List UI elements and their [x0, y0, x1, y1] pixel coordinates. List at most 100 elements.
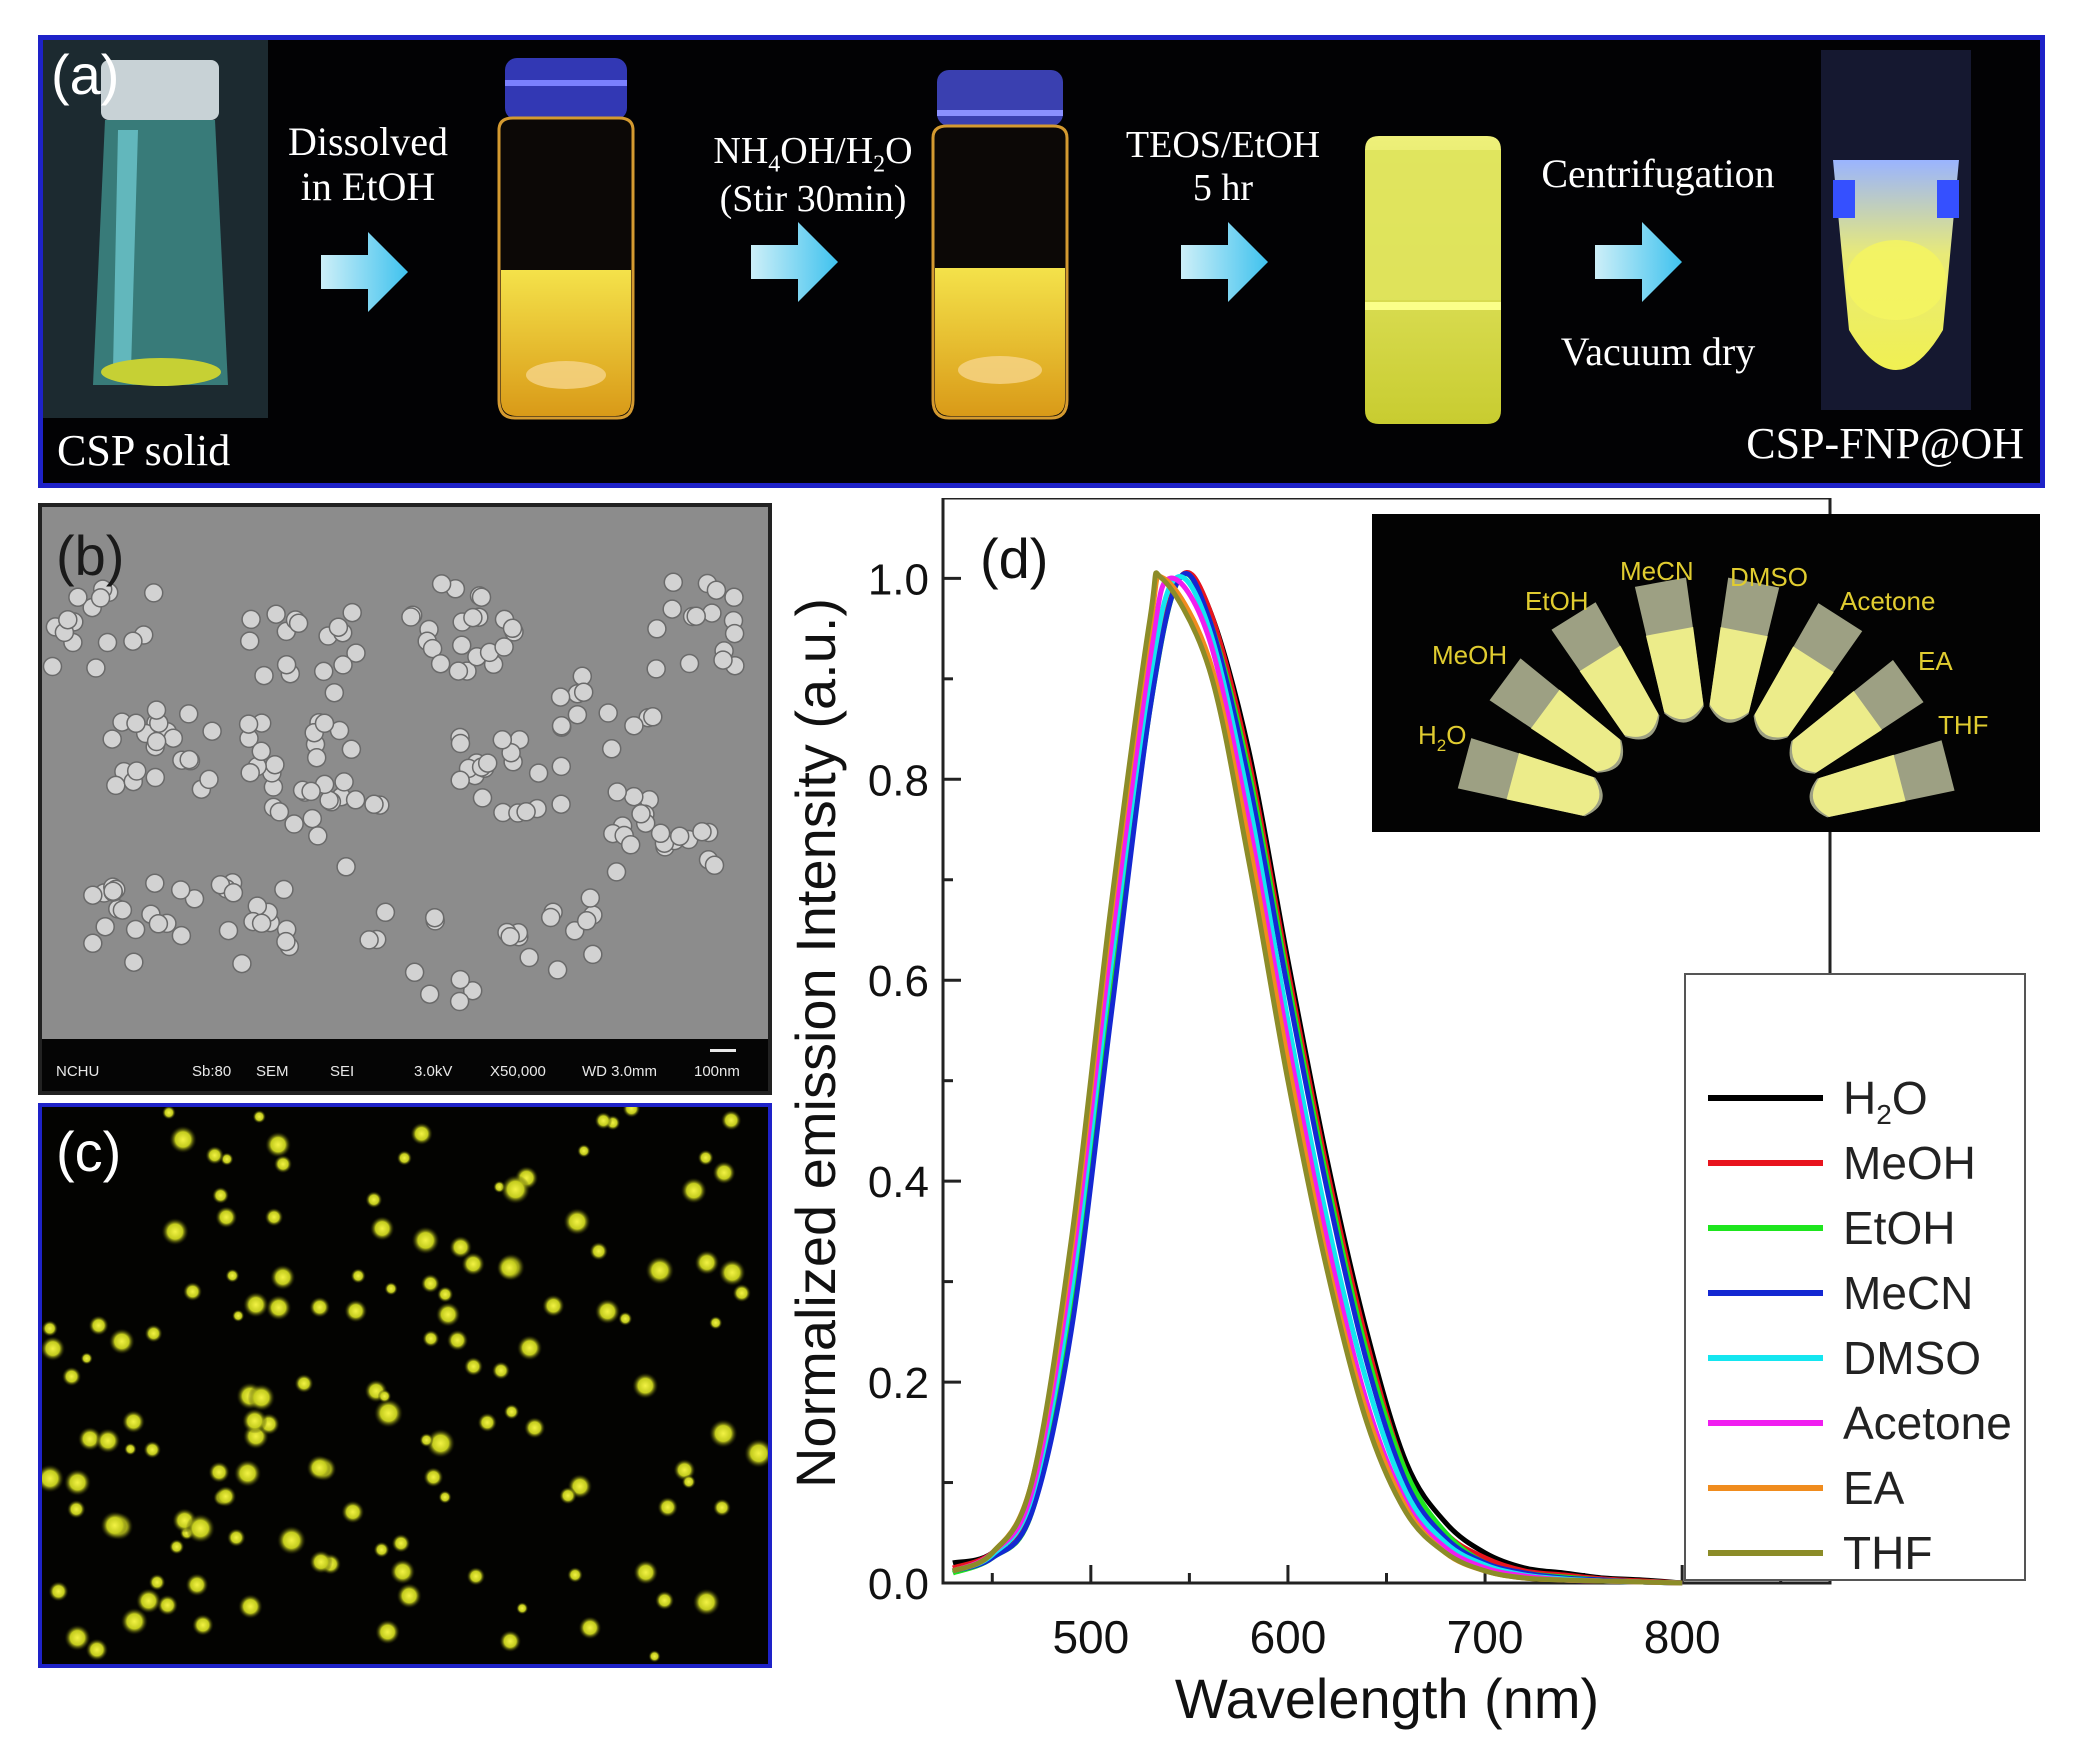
sem-particle	[462, 980, 483, 1001]
step-1-text: Dissolved in EtOH	[283, 119, 453, 210]
sem-particle	[126, 713, 146, 734]
fluorescent-particle	[594, 1112, 613, 1130]
sem-particle	[313, 661, 334, 682]
sem-particle	[240, 762, 260, 783]
sem-particle	[124, 952, 144, 972]
legend-label-meoh: MeOH	[1843, 1137, 1976, 1189]
fluorescent-particle	[215, 1206, 238, 1229]
legend-label-dmso: DMSO	[1843, 1332, 1981, 1384]
sem-particle	[342, 602, 362, 623]
sem-particle	[500, 926, 520, 947]
sem-particle	[146, 731, 167, 752]
step-1-line1: Dissolved	[288, 119, 448, 164]
sem-particle	[125, 919, 146, 940]
fluorescent-particle	[243, 1291, 269, 1318]
y-tick-label: 0.4	[868, 1158, 929, 1207]
y-tick-label: 0.0	[868, 1560, 929, 1609]
fluorescent-particle	[622, 1107, 641, 1118]
y-tick-label: 1.0	[868, 555, 929, 604]
fluorescent-particle	[524, 1417, 546, 1439]
inset-label-dmso: DMSO	[1730, 562, 1808, 592]
sem-particle	[463, 607, 483, 628]
fluorescent-particle	[264, 1207, 284, 1227]
sem-mode: SEM	[256, 1063, 289, 1080]
sem-particle	[68, 587, 88, 608]
fluorescent-particle	[542, 1294, 565, 1317]
legend-label-acetone: Acetone	[1843, 1397, 2012, 1449]
sem-info-bar: NCHU Sb:80 SEM SEI 3.0kV X50,000 WD 3.0m…	[42, 1039, 768, 1091]
fluorescent-particle	[169, 1539, 185, 1555]
panel-d-emission-chart: 500 600 700 800 0.0 0.2 0.4 0.6 0.8 1.0 H2O MeOH …	[780, 498, 2083, 1750]
fluorescent-particle	[42, 1336, 66, 1361]
sem-particle	[448, 661, 469, 681]
sem-particle	[551, 716, 572, 736]
sem-particle	[492, 730, 513, 750]
sem-particle	[42, 656, 63, 677]
sem-particle	[145, 873, 165, 893]
sem-particle	[620, 835, 641, 855]
fluorescent-particle	[744, 1438, 768, 1468]
sem-particle	[232, 953, 252, 974]
sem-particle	[301, 781, 321, 802]
sem-particle	[401, 607, 421, 627]
fluorescent-particle	[294, 1374, 314, 1393]
fluorescent-particle	[500, 1174, 531, 1205]
sem-particle	[123, 631, 143, 651]
panel-d-label: (d)	[980, 527, 1048, 590]
sem-particle	[573, 682, 594, 702]
step-3-text: TEOS/EtOH 5 hr	[1103, 124, 1343, 209]
sem-particle	[97, 632, 118, 653]
fluorescent-particle	[42, 1464, 65, 1493]
sem-particle	[551, 794, 571, 814]
step-4-line2: Vacuum dry	[1560, 329, 1756, 374]
fluorescent-particle	[633, 1560, 659, 1585]
fluorescent-particle	[632, 1372, 659, 1399]
fluorescent-particle	[205, 1146, 224, 1165]
fluorescent-particle	[709, 1419, 738, 1448]
fluorescent-particle	[185, 1573, 209, 1597]
fluorescent-particle	[516, 1335, 543, 1361]
fluorescent-particle	[157, 1594, 178, 1616]
sem-particle	[238, 714, 259, 734]
fluorescent-particle	[373, 1398, 404, 1428]
sem-particle	[83, 885, 103, 905]
sem-particle	[516, 802, 536, 822]
fluorescent-particle	[192, 1614, 214, 1636]
fluorescent-particle	[496, 1255, 522, 1281]
sem-particle	[724, 587, 744, 608]
sem-particle	[643, 707, 663, 727]
y-tick-label: 0.8	[868, 756, 929, 805]
sem-particle	[576, 911, 597, 931]
fluorescent-particle	[390, 1559, 416, 1585]
fluorescent-particle	[42, 1320, 58, 1337]
sem-particle	[598, 703, 618, 723]
panel-c-label: (c)	[56, 1120, 122, 1183]
fluorescent-particle	[384, 1282, 398, 1296]
inset-label-mecn: MeCN	[1620, 556, 1694, 586]
sem-particle	[112, 900, 133, 920]
fluorescent-particle	[161, 1217, 189, 1246]
fluorescent-particle	[411, 1226, 440, 1255]
sem-particle	[606, 862, 627, 882]
fluorescent-particle	[136, 1588, 162, 1614]
x-tick-label: 500	[1052, 1611, 1129, 1663]
sem-particle	[704, 855, 725, 876]
sem-particle	[184, 889, 205, 909]
sem-scale-bar	[710, 1049, 736, 1052]
sem-particle	[547, 960, 568, 980]
sem-particle	[477, 753, 498, 773]
sem-particle	[550, 687, 571, 707]
fluorescent-particle	[225, 1268, 240, 1283]
sem-particle	[276, 654, 297, 675]
sem-particle	[502, 618, 523, 639]
fluorescent-particle	[422, 1330, 440, 1348]
emission-chart-svg: 500 600 700 800 0.0 0.2 0.4 0.6 0.8 1.0 H2O MeOH …	[784, 498, 2040, 1730]
fluorescent-particle	[64, 1469, 91, 1496]
panel-a-label: (a)	[51, 43, 120, 106]
fluorescent-particle	[273, 1154, 293, 1174]
sem-particle	[266, 604, 286, 624]
fluorescent-particle	[446, 1329, 469, 1351]
fluorescent-particle	[589, 1241, 608, 1261]
fluorescent-particle	[169, 1125, 197, 1154]
fluorescent-particle	[238, 1594, 263, 1619]
